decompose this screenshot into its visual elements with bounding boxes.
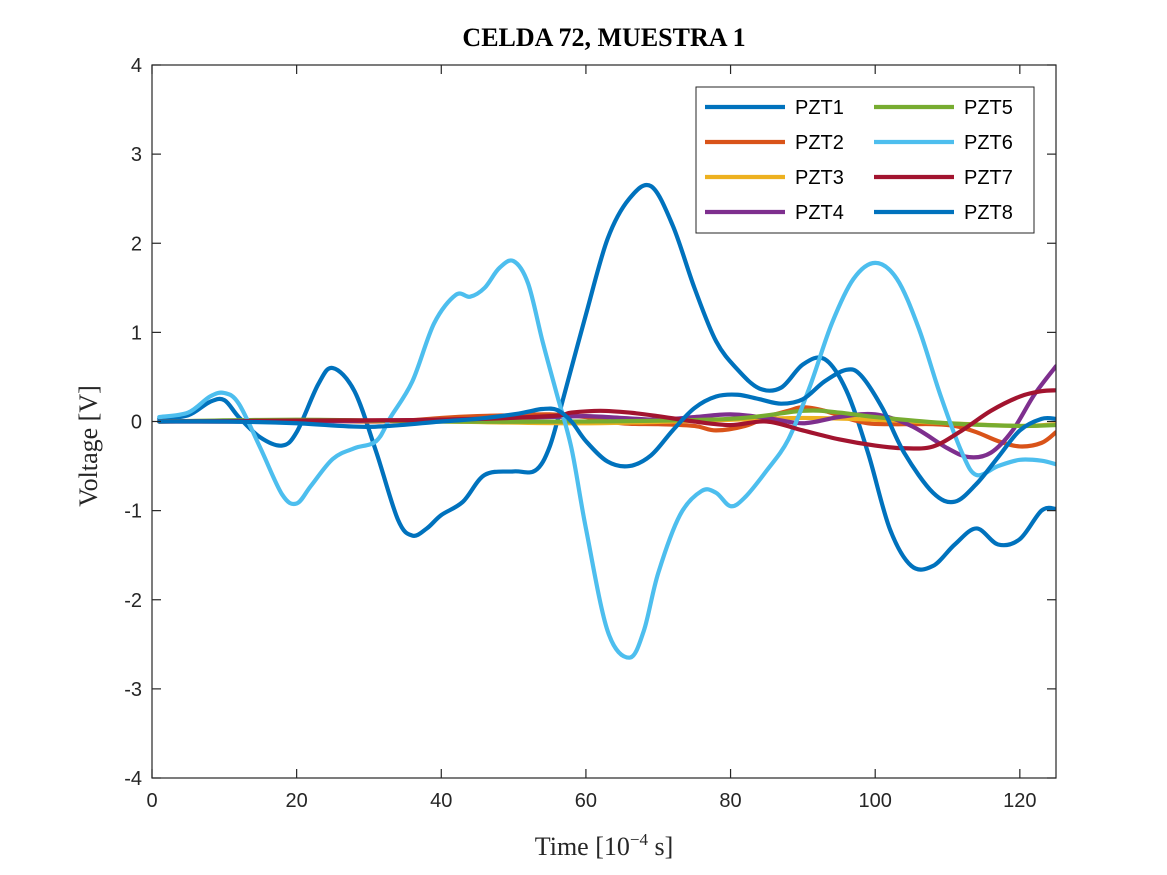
- legend-label-pzt7: PZT7: [964, 167, 1013, 189]
- chart-title: CELDA 72, MUESTRA 1: [462, 23, 745, 52]
- series-line-pzt6: [157, 258, 1056, 660]
- series-line-pzt1: [157, 182, 1056, 572]
- x-tick-label: 0: [146, 790, 157, 812]
- x-axis-title-main: Time [10: [535, 832, 630, 861]
- x-tick-label: 100: [859, 790, 892, 812]
- x-tick-label: 60: [575, 790, 597, 812]
- series-line-pzt7: [157, 388, 1056, 451]
- legend: PZT1 PZT2 PZT3 PZT4 PZT5 PZT6 PZT7 PZT8: [695, 86, 1035, 234]
- y-tick-label: -1: [124, 501, 142, 523]
- y-tick-label: -4: [124, 768, 142, 790]
- x-axis-title: Time [10−4 s]: [535, 830, 674, 861]
- y-tick-label: 0: [131, 412, 142, 434]
- y-axis-title: Voltage [V]: [74, 385, 103, 507]
- legend-label-pzt6: PZT6: [964, 132, 1013, 154]
- series-line-pzt8: [157, 367, 1056, 505]
- x-tick-label: 40: [430, 790, 452, 812]
- y-tick-label: -2: [124, 590, 142, 612]
- x-axis-title-suffix: s]: [648, 832, 673, 861]
- legend-label-pzt5: PZT5: [964, 97, 1013, 119]
- y-tick-label: 3: [131, 144, 142, 166]
- x-axis-title-exponent: −4: [630, 830, 649, 849]
- x-tick-label: 120: [1003, 790, 1036, 812]
- y-tick-label: 1: [131, 322, 142, 344]
- legend-label-pzt3: PZT3: [795, 167, 844, 189]
- legend-label-pzt4: PZT4: [795, 202, 844, 224]
- series-layer: [157, 182, 1056, 660]
- x-tick-label: 20: [286, 790, 308, 812]
- y-tick-label: 2: [131, 233, 142, 255]
- legend-label-pzt2: PZT2: [795, 132, 844, 154]
- ticks-layer: 0 20 40 60 80 100 120 -4 -3 -2 -1 0 1 2 3 4: [124, 55, 1056, 812]
- legend-label-pzt8: PZT8: [964, 202, 1013, 224]
- legend-label-pzt1: PZT1: [795, 97, 844, 119]
- legend-box: [695, 86, 1035, 234]
- y-tick-label: 4: [131, 55, 142, 77]
- x-tick-label: 80: [719, 790, 741, 812]
- y-tick-label: -3: [124, 679, 142, 701]
